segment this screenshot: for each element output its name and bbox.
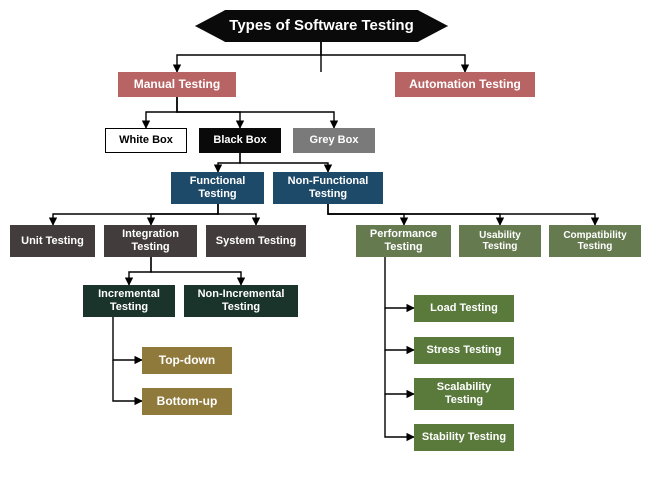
- node-label: Compatibility Testing: [556, 230, 634, 253]
- node-incremental: Incremental Testing: [83, 285, 175, 317]
- node-label: Usability Testing: [466, 230, 534, 253]
- node-label: Functional Testing: [178, 175, 257, 200]
- connector: [177, 97, 240, 128]
- node-label: Grey Box: [310, 134, 359, 147]
- node-label: Stability Testing: [422, 431, 506, 444]
- node-usability: Usability Testing: [459, 225, 541, 257]
- node-functional: Functional Testing: [171, 172, 264, 204]
- node-performance: Performance Testing: [356, 225, 451, 257]
- connector: [321, 42, 465, 72]
- connector: [177, 42, 321, 72]
- node-label: Stress Testing: [427, 344, 502, 357]
- node-label: Automation Testing: [409, 78, 521, 92]
- node-label: Bottom-up: [157, 395, 218, 409]
- node-label: Non-Functional Testing: [280, 175, 376, 200]
- node-blackbox: Black Box: [199, 128, 281, 153]
- connector: [385, 257, 414, 308]
- node-automation: Automation Testing: [395, 72, 535, 97]
- node-label: Top-down: [159, 354, 215, 368]
- node-integration: Integration Testing: [104, 225, 197, 257]
- node-whitebox: White Box: [105, 128, 187, 153]
- node-unit: Unit Testing: [10, 225, 95, 257]
- node-label: Incremental Testing: [90, 288, 168, 313]
- node-label: Integration Testing: [111, 228, 190, 253]
- connector: [129, 257, 151, 285]
- node-topdown: Top-down: [142, 347, 232, 374]
- node-nonfunctional: Non-Functional Testing: [273, 172, 383, 204]
- connector: [146, 97, 177, 128]
- connector: [328, 204, 595, 225]
- node-greybox: Grey Box: [293, 128, 375, 153]
- node-title: Types of Software Testing: [195, 10, 448, 42]
- node-label: Manual Testing: [134, 78, 220, 92]
- node-label: System Testing: [216, 235, 297, 248]
- connector: [113, 317, 142, 360]
- connector: [328, 204, 404, 225]
- connector: [385, 350, 414, 394]
- connector: [218, 153, 240, 172]
- node-nonincremental: Non-Incremental Testing: [184, 285, 298, 317]
- node-label: Scalability Testing: [421, 381, 507, 406]
- node-label: White Box: [119, 134, 173, 147]
- connector: [385, 394, 414, 437]
- node-label: Types of Software Testing: [229, 17, 413, 34]
- node-label: Performance Testing: [363, 228, 444, 253]
- node-stress: Stress Testing: [414, 337, 514, 364]
- node-label: Load Testing: [430, 302, 498, 315]
- node-label: Non-Incremental Testing: [191, 288, 291, 313]
- connector: [53, 204, 218, 225]
- connector: [218, 204, 256, 225]
- connector: [151, 204, 218, 225]
- connector: [240, 153, 328, 172]
- connector: [177, 97, 334, 128]
- connector: [113, 360, 142, 401]
- node-load: Load Testing: [414, 295, 514, 322]
- connector: [151, 257, 241, 285]
- node-label: Black Box: [213, 134, 266, 147]
- connector: [385, 308, 414, 350]
- node-bottomup: Bottom-up: [142, 388, 232, 415]
- node-manual: Manual Testing: [118, 72, 236, 97]
- node-compatibility: Compatibility Testing: [549, 225, 641, 257]
- node-stability: Stability Testing: [414, 424, 514, 451]
- node-label: Unit Testing: [21, 235, 84, 248]
- node-scalability: Scalability Testing: [414, 378, 514, 410]
- connector: [328, 204, 500, 225]
- node-system: System Testing: [206, 225, 306, 257]
